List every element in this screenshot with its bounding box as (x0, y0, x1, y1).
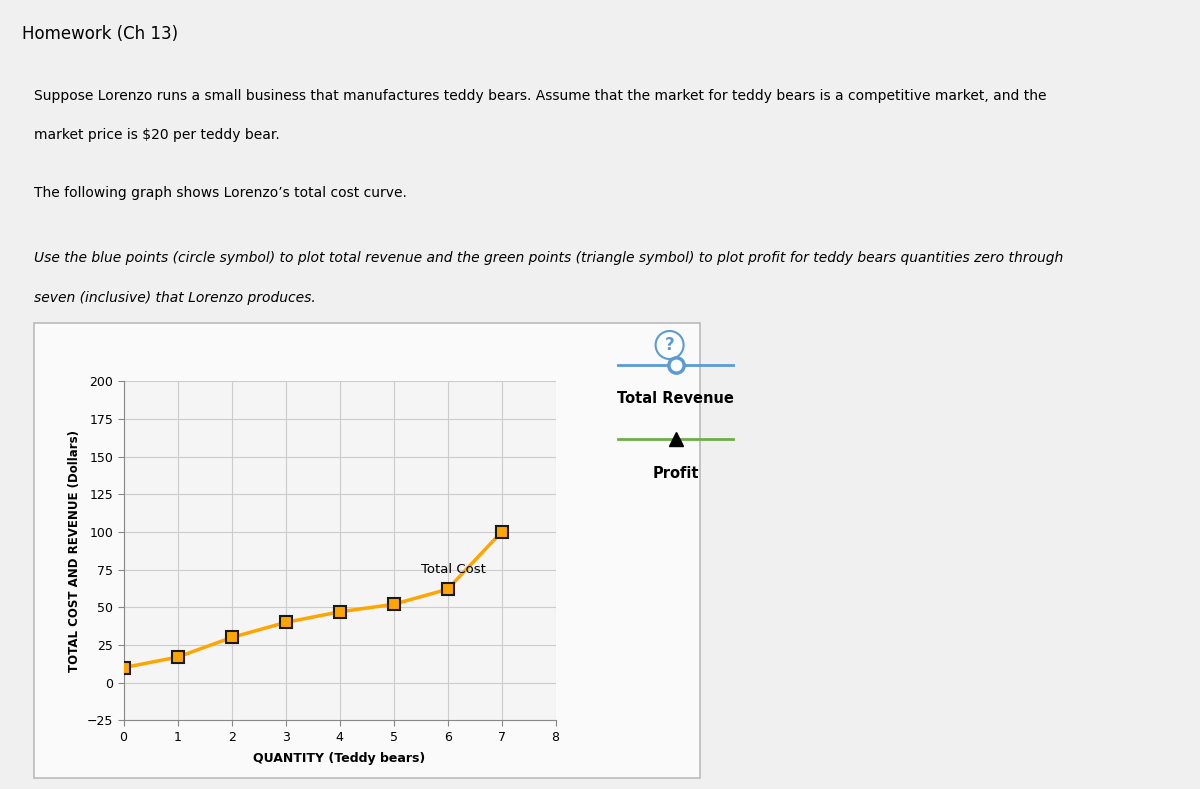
Text: seven (inclusive) that Lorenzo produces.: seven (inclusive) that Lorenzo produces. (34, 291, 316, 305)
X-axis label: QUANTITY (Teddy bears): QUANTITY (Teddy bears) (253, 752, 426, 765)
Text: Total Cost: Total Cost (420, 563, 486, 576)
Text: market price is $20 per teddy bear.: market price is $20 per teddy bear. (34, 129, 280, 143)
Text: Total Revenue: Total Revenue (617, 391, 734, 406)
FancyBboxPatch shape (34, 323, 700, 778)
Text: The following graph shows Lorenzo’s total cost curve.: The following graph shows Lorenzo’s tota… (34, 186, 407, 200)
Text: Use the blue points (circle symbol) to plot total revenue and the green points (: Use the blue points (circle symbol) to p… (34, 251, 1063, 265)
Y-axis label: TOTAL COST AND REVENUE (Dollars): TOTAL COST AND REVENUE (Dollars) (68, 430, 82, 671)
Text: Homework (Ch 13): Homework (Ch 13) (22, 24, 178, 43)
Text: Profit: Profit (653, 466, 698, 481)
Text: Suppose Lorenzo runs a small business that manufactures teddy bears. Assume that: Suppose Lorenzo runs a small business th… (34, 88, 1046, 103)
Text: ?: ? (665, 336, 674, 354)
